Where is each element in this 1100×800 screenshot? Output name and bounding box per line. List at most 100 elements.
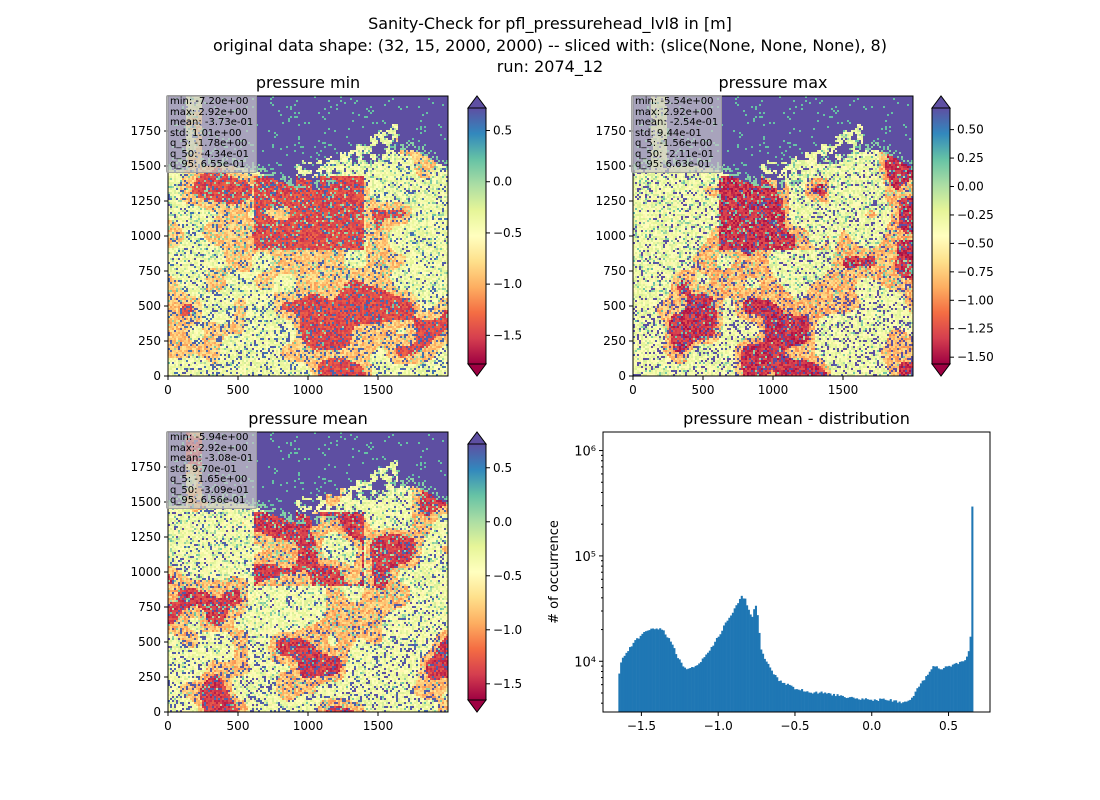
- histogram-bar: [777, 681, 781, 712]
- histogram-bar: [801, 689, 804, 712]
- histogram-bar: [728, 617, 731, 712]
- histogram-bar: [660, 629, 664, 712]
- histogram-bar: [923, 680, 926, 712]
- histogram-bar: [683, 667, 687, 712]
- histogram-bar: [834, 696, 837, 712]
- histogram-bar: [756, 615, 759, 712]
- stats-line: std: 9.70e-01: [170, 463, 237, 475]
- histogram-bar: [703, 657, 706, 712]
- x-tick-label: 1500: [363, 719, 394, 733]
- histogram-bar: [630, 646, 633, 712]
- histogram-bar: [932, 666, 935, 712]
- histogram-bar: [760, 649, 763, 712]
- histogram-bar: [774, 674, 777, 712]
- stats-line: q_50: -3.09e-01: [170, 484, 249, 496]
- histogram-bar: [887, 700, 891, 712]
- colorbar-tick-label: −1.50: [957, 350, 994, 364]
- histogram-bar: [708, 650, 711, 712]
- histogram-bar: [811, 693, 814, 712]
- histogram-bar: [880, 698, 883, 712]
- histogram-bar: [717, 636, 720, 712]
- histogram-bar: [873, 699, 876, 712]
- histogram-bar: [930, 669, 933, 712]
- histogram-bar: [809, 692, 812, 712]
- figure-title-line-2: original data shape: (32, 15, 2000, 2000…: [213, 36, 887, 55]
- histogram-bar: [955, 662, 958, 712]
- stats-box: min: -7.20e+00 max: 2.92e+00 mean: -3.73e-…: [166, 95, 258, 173]
- histogram-bar: [763, 658, 766, 712]
- histogram-bar: [620, 662, 623, 712]
- histogram-bar: [721, 630, 724, 712]
- histogram-bar: [652, 628, 655, 712]
- colorbar-tick-label: 0.0: [493, 175, 512, 189]
- colorbar-tick-label: 0.5: [493, 461, 512, 475]
- histogram-bar: [724, 622, 727, 712]
- histogram-bar: [783, 682, 786, 712]
- histogram-bar: [678, 659, 681, 712]
- stats-line: q_50: -4.34e-01: [170, 148, 249, 160]
- histogram-bar: [841, 695, 844, 712]
- histogram-bar: [659, 628, 662, 712]
- histogram-bar: [790, 685, 793, 712]
- histogram-bar: [710, 646, 713, 712]
- histogram-bar: [944, 666, 947, 712]
- y-tick-label: 0: [153, 705, 161, 719]
- x-tick-label: 0: [629, 383, 637, 397]
- histogram-bar: [859, 699, 862, 712]
- x-tick-label: 1000: [293, 383, 324, 397]
- histogram-bar: [907, 700, 910, 712]
- histogram-bar: [912, 695, 915, 712]
- histogram-bar: [861, 698, 864, 712]
- y-tick-label: 1500: [595, 159, 626, 173]
- colorbar-tick-label: −1.5: [493, 677, 522, 691]
- histogram-bar: [650, 628, 653, 712]
- histogram-bar: [802, 691, 805, 712]
- histogram-bar: [618, 673, 621, 712]
- histogram-bar: [966, 656, 969, 712]
- histogram-bar: [813, 692, 816, 712]
- histogram-bar: [747, 609, 750, 712]
- x-tick-label: −1.5: [627, 719, 656, 733]
- histogram-bar: [655, 628, 658, 712]
- histogram-bar: [632, 642, 635, 712]
- histogram-bar: [905, 701, 908, 712]
- y-tick-label: 10⁵: [574, 550, 596, 565]
- histogram-bar: [951, 664, 954, 712]
- histogram-bar: [769, 667, 772, 712]
- stats-box: min: -5.94e+00 max: 2.92e+00 mean: -3.08e-…: [166, 431, 258, 509]
- histogram-bar: [712, 645, 715, 712]
- histogram-bar: [918, 686, 921, 712]
- stats-line: mean: -3.73e-01: [170, 117, 254, 128]
- heatmap-panel: [164, 431, 490, 716]
- histogram-bar: [950, 666, 953, 712]
- histogram-bar: [911, 697, 914, 712]
- colorbar-extend-max: [931, 95, 951, 109]
- x-tick-label: 0.5: [939, 719, 958, 733]
- stats-box: min: -5.54e+00 max: 2.92e+00 mean: -2.54e-…: [631, 95, 723, 173]
- histogram-bar: [815, 691, 818, 712]
- y-tick-label: 1000: [130, 229, 161, 243]
- histogram-bar: [685, 669, 688, 712]
- histogram-bar: [939, 669, 942, 712]
- histogram-bar: [726, 620, 729, 712]
- stats-line: q_50: -2.11e-01: [635, 148, 714, 160]
- colorbar-tick-label: 0.25: [957, 151, 984, 165]
- y-tick-label: 250: [603, 334, 626, 348]
- histogram-bar: [937, 668, 940, 712]
- histogram-bar: [680, 662, 683, 712]
- histogram-bar: [754, 605, 758, 712]
- histogram-bar: [648, 630, 651, 712]
- colorbar-tick-label: −1.5: [493, 328, 522, 342]
- colorbar-tick-label: −0.50: [957, 236, 994, 250]
- histogram-bar: [872, 700, 875, 712]
- colorbar-fill: [932, 108, 950, 364]
- histogram-bar: [827, 692, 830, 712]
- histogram-bar: [967, 651, 970, 712]
- histogram-bar: [669, 641, 672, 712]
- histogram-bar: [928, 671, 931, 712]
- histogram-bar: [934, 666, 937, 712]
- histogram-bar: [882, 698, 885, 712]
- histogram-bar: [808, 692, 811, 712]
- histogram-bar: [942, 668, 946, 712]
- histogram-bar: [628, 647, 632, 712]
